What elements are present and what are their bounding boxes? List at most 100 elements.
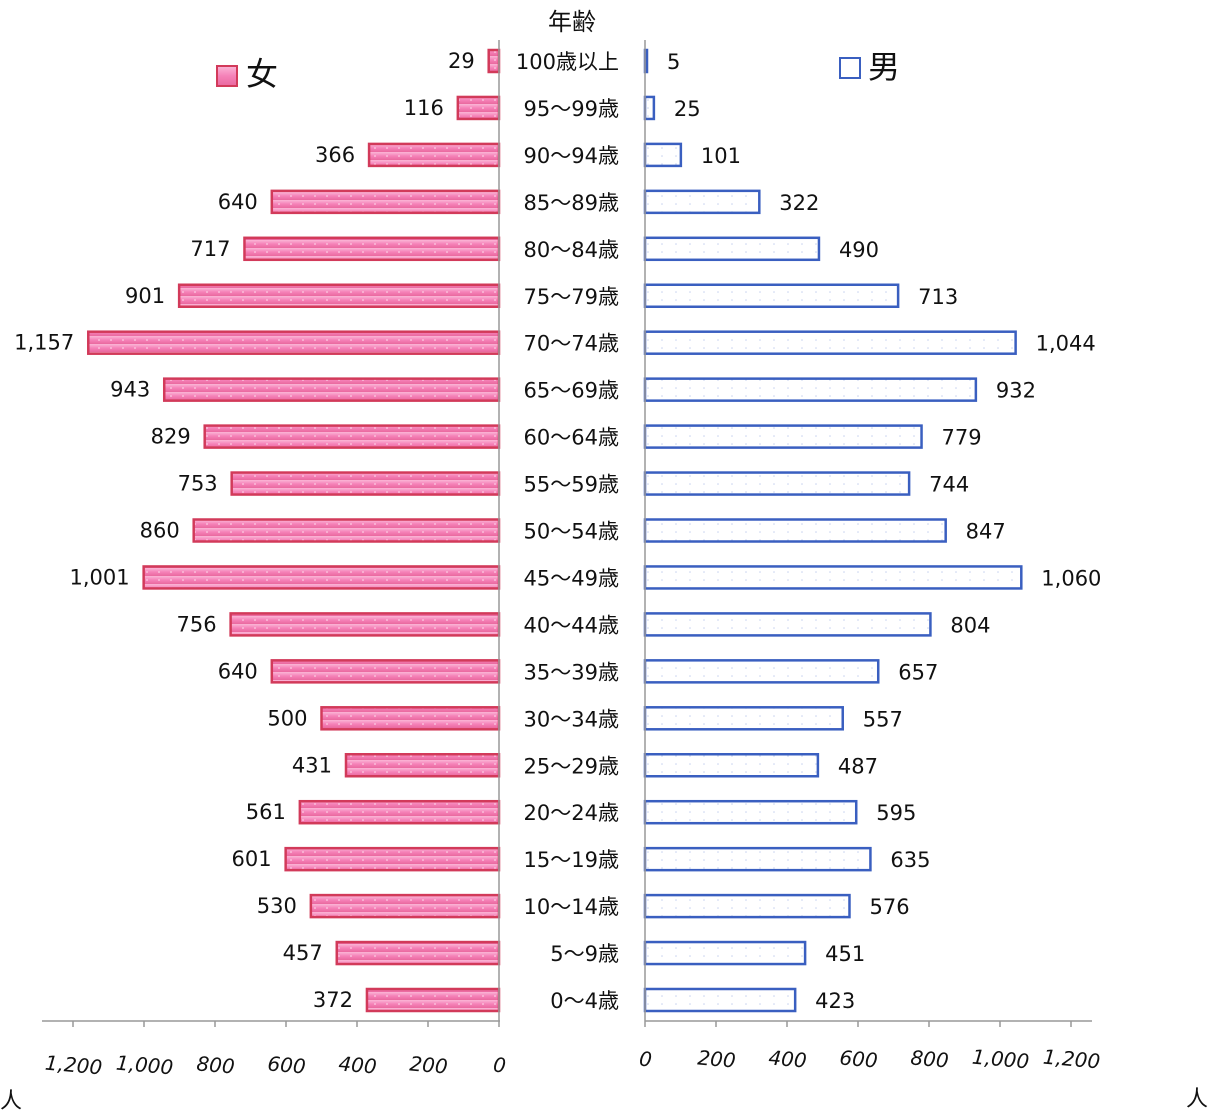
tick-label-left: 600 [267,1051,307,1078]
bar-male [643,377,978,402]
age-category-label: 100歳以上 [516,50,619,74]
bar-female [87,330,501,355]
tick-label-right: 1,000 [971,1045,1030,1074]
bar-female [298,799,501,825]
value-label-female: 756 [177,612,217,636]
bar-female [487,48,501,74]
age-category-label: 30〜34歳 [524,707,619,731]
bar-male [643,330,1017,355]
bar-male [643,799,858,825]
tick-label-left: 200 [409,1051,449,1078]
unit-label-right: 人 [1186,1087,1208,1112]
value-label-female: 860 [140,519,180,543]
value-label-female: 829 [151,425,191,449]
value-label-female: 561 [246,800,286,824]
bar-female [344,753,501,778]
chart-title: 年齢 [548,8,596,36]
value-label-male: 1,044 [1036,332,1096,356]
tick-label-left: 800 [196,1051,236,1078]
value-label-female: 372 [313,988,353,1012]
value-label-male: 5 [667,50,680,74]
age-category-label: 40〜44歳 [524,613,619,637]
value-label-female: 753 [178,472,218,496]
age-category-label: 15〜19歳 [524,848,619,872]
value-label-female: 717 [190,237,230,261]
tick-label-right: 400 [768,1045,808,1072]
age-category-label: 0〜4歳 [550,989,619,1013]
value-label-male: 635 [890,848,930,872]
unit-label-left: 人 [0,1089,22,1113]
age-category-label: 95〜99歳 [524,97,619,121]
age-category-label: 25〜29歳 [524,754,619,778]
tick-label-right: 1,200 [1042,1045,1101,1074]
value-label-male: 25 [674,97,701,121]
bar-female [270,659,501,684]
age-category-label: 35〜39歳 [524,660,619,684]
age-category-label: 5〜9歳 [550,942,619,966]
bar-female [284,846,501,872]
value-label-female: 500 [267,706,307,730]
age-category-label: 10〜14歳 [524,895,619,919]
value-label-male: 1,060 [1041,566,1101,590]
bar-male [643,95,656,121]
bar-male [643,612,932,637]
tick-label-left: 1,000 [115,1051,174,1080]
bar-male [643,565,1023,590]
bar-female [142,565,501,590]
bar-female [230,471,501,496]
bar-male [643,283,900,308]
value-label-female: 943 [110,378,150,402]
value-labels: 29 5 116 25 366 101 640 322 717 490 901 713 1,157 1,0… [14,49,1101,1013]
age-category-label: 60〜64歳 [524,426,619,450]
value-label-female: 29 [448,49,475,73]
bar-male [643,471,911,496]
bar-male [643,987,797,1013]
tick-label-right: 600 [839,1045,879,1072]
legend-female-label: 女 [246,55,278,93]
value-label-female: 1,001 [70,565,130,589]
legend-male: 男 [839,48,900,86]
bar-female [177,283,501,308]
value-label-male: 847 [966,520,1006,544]
bar-female [365,987,501,1013]
value-label-female: 431 [292,753,332,777]
value-label-male: 744 [929,473,969,497]
value-label-female: 901 [125,284,165,308]
bar-female [229,612,501,637]
age-category-label: 85〜89歳 [524,191,619,215]
bar-female [192,518,501,543]
value-label-male: 713 [918,285,958,309]
bar-male [643,189,761,215]
bar-male [643,424,923,449]
bar-female [270,189,501,215]
value-label-female: 601 [232,847,272,871]
bar-male [643,706,844,731]
tick-label-right: 0 [638,1047,653,1072]
value-label-male: 490 [839,238,879,262]
bar-male [643,846,872,872]
axes: 0 0 200 200 400 400 600 600 800 800 1,000 1,000 1,20… [42,40,1101,1079]
tick-label-left: 1,200 [44,1051,103,1080]
bar-female [335,940,501,966]
age-category-label: 65〜69歳 [524,379,619,403]
age-category-label: 45〜49歳 [524,566,619,590]
bar-male [643,236,821,262]
legend-male-label: 男 [868,48,900,86]
legend-female: 女 [216,55,278,93]
female-bars [87,48,501,1013]
age-category-labels: 100歳以上 95〜99歳 90〜94歳 85〜89歳 80〜84歳 75〜79歳 70〜7… [516,50,619,1013]
value-label-male: 322 [779,191,819,215]
age-category-label: 50〜54歳 [524,520,619,544]
age-category-label: 80〜84歳 [524,238,619,262]
age-category-label: 20〜24歳 [524,801,619,825]
value-label-female: 640 [218,659,258,683]
bar-female [203,424,501,449]
value-label-female: 640 [218,190,258,214]
value-label-male: 423 [815,989,855,1013]
value-label-female: 1,157 [14,331,74,355]
value-label-male: 932 [996,379,1036,403]
value-label-male: 557 [863,707,903,731]
legend-female-swatch [216,65,238,87]
value-label-female: 366 [315,143,355,167]
